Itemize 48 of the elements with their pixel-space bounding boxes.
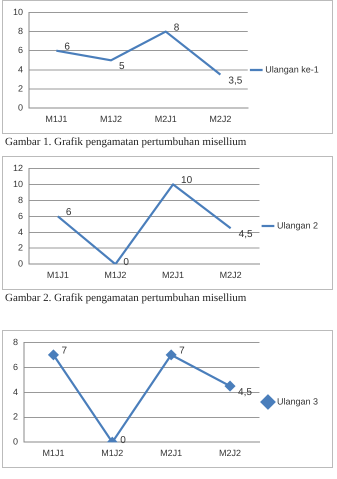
x-tick-label: M1J1 — [46, 270, 69, 280]
x-tick-label: M1J1 — [42, 448, 64, 458]
point — [48, 350, 59, 360]
y-tick-label: 8 — [18, 26, 24, 36]
y-tick-label: 4 — [12, 386, 18, 397]
x-tick-label: M2J2 — [219, 448, 242, 458]
text: Gambar 2. Grafik pengamatan pertumbuhan misellium — [4, 291, 248, 306]
y-tick-label: 6 — [18, 45, 24, 56]
y-tick-label: 8 — [18, 194, 24, 205]
x-tick-label: M2J2 — [209, 114, 232, 124]
data-label: 7 — [61, 346, 68, 357]
y-tick-label: 0 — [12, 436, 18, 447]
legend-label: Ulangan ke-1 — [265, 64, 319, 74]
x-tick-label: M2J2 — [220, 270, 242, 280]
y-tick-label: 12 — [12, 162, 24, 173]
x-tick-label: M1J2 — [104, 270, 126, 280]
data-label: 4,5 — [238, 229, 253, 240]
y-tick-label: 10 — [12, 178, 24, 189]
y-tick-label: 4 — [18, 226, 24, 237]
point — [224, 380, 236, 392]
data-label: 10 — [181, 175, 193, 186]
data-label: 5 — [119, 61, 126, 72]
y-tick-label: 2 — [18, 84, 24, 94]
x-tick-label: M2J1 — [162, 270, 184, 280]
y-tick-label: 8 — [12, 336, 18, 347]
x-tick-label: M1J1 — [45, 114, 68, 124]
y-tick-label: 2 — [18, 242, 24, 253]
y-tick-label: 0 — [18, 102, 24, 113]
data-label: 3,5 — [228, 75, 243, 86]
x-tick-label: M1J2 — [101, 448, 124, 458]
x-tick-label: M2J1 — [160, 448, 182, 458]
y-tick-label: 4 — [18, 64, 24, 74]
y-tick-label: 2 — [12, 412, 18, 422]
x-tick-label: M1J2 — [100, 114, 122, 124]
point — [166, 350, 176, 360]
data-label: 7 — [179, 346, 186, 357]
legend-label: Ulangan 3 — [276, 396, 318, 406]
data-label: 4,5 — [238, 386, 252, 398]
y-tick-label: 10 — [12, 6, 24, 17]
legend-label: Ulangan 2 — [276, 220, 318, 230]
data-label: 8 — [174, 22, 180, 34]
y-tick-label: 6 — [12, 362, 18, 372]
text: Gambar 1. Grafik pengamatan pertumbuhan misellium — [4, 135, 248, 150]
data-label: 6 — [64, 41, 70, 52]
y-tick-label: 6 — [18, 210, 24, 221]
data-label: 6 — [66, 207, 72, 218]
x-tick-label: M2J1 — [154, 114, 177, 124]
y-tick-label: 0 — [18, 258, 24, 269]
